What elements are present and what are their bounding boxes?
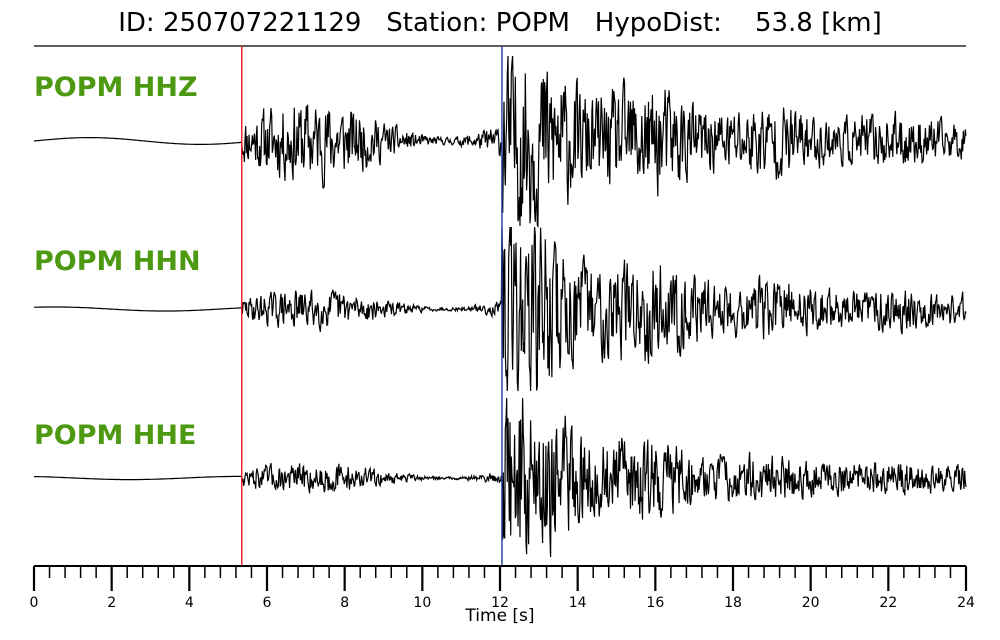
x-tick-label: 8: [340, 595, 349, 611]
hypodist-label: HypoDist:: [594, 8, 722, 38]
x-axis-label: Time [s]: [465, 606, 535, 626]
id-label: ID:: [118, 8, 155, 38]
x-tick-label: 22: [879, 595, 897, 611]
hypodist-value: 53.8: [754, 8, 813, 38]
x-tick-label: 6: [263, 595, 272, 611]
trace-label-hhn: POPM HHN: [34, 246, 201, 277]
x-tick-label: 24: [957, 595, 975, 611]
x-tick-label: 10: [413, 595, 431, 611]
x-tick-label: 4: [185, 595, 194, 611]
hypodist-unit: [km]: [821, 8, 882, 38]
figure-title: ID: 250707221129 Station: POPM HypoDist:…: [0, 8, 1000, 38]
event-id: 250707221129: [162, 8, 362, 38]
x-tick-label: 2: [107, 595, 116, 611]
trace-label-hhz: POPM HHZ: [34, 72, 198, 103]
x-tick-label: 20: [802, 595, 820, 611]
x-tick-label: 18: [724, 595, 742, 611]
x-tick-label: 16: [646, 595, 664, 611]
waveform-trace-hhe: [33, 397, 967, 558]
waveform-trace-hhn: [34, 226, 967, 392]
x-tick-label: 12: [491, 595, 509, 611]
waveform-trace-hhz: [33, 55, 967, 228]
trace-label-hhe: POPM HHE: [34, 420, 197, 451]
x-tick-label: 14: [569, 595, 587, 611]
station-value: POPM: [495, 8, 570, 38]
station-label: Station:: [386, 8, 488, 38]
x-tick-label: 0: [30, 595, 39, 611]
